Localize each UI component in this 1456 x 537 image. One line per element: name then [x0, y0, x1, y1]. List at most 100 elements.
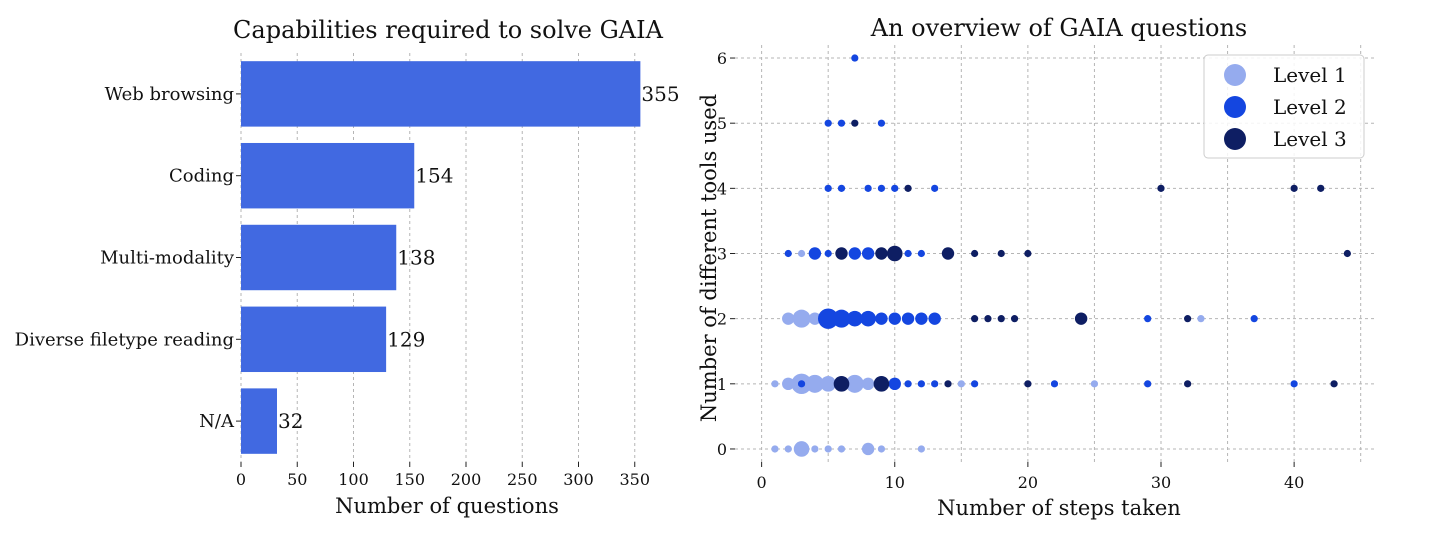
- bar-category-label-coding: Coding: [169, 166, 234, 187]
- scatter-point-level-2-x5-y5: [824, 119, 832, 127]
- bar-x-tick-label-0: 0: [236, 470, 246, 489]
- scatter-x-tick-label-10: 10: [885, 473, 905, 492]
- scatter-point-level-2-x6-y4: [837, 184, 846, 192]
- scatter-point-level-1-x4-y1: [805, 374, 824, 393]
- scatter-chart-x-ticks: 0 10 20 30 40: [757, 462, 1304, 492]
- scatter-point-level-3-x16-y3: [971, 249, 979, 258]
- scatter-point-level-2-x13-y1: [931, 380, 939, 388]
- scatter-point-level-1-x8-y1: [861, 377, 875, 391]
- scatter-point-level-3-x42-y4: [1317, 184, 1325, 192]
- scatter-point-level-1-x3-y2: [792, 309, 811, 328]
- bar-value-label-web-browsing: 355: [641, 82, 679, 106]
- scatter-point-level-1-x6-y0: [837, 445, 846, 453]
- gaia-overview-scatter-chart: An overview of GAIA questions 0 1 2 3 4 5 6 0 1…: [697, 14, 1374, 520]
- bar-value-label-coding: 154: [415, 164, 453, 188]
- scatter-y-tick-label-5: 5: [717, 114, 727, 133]
- bar-x-tick-label-350: 350: [619, 470, 650, 489]
- bar-x-tick-label-50: 50: [287, 470, 307, 489]
- scatter-point-level-2-x37-y2: [1250, 315, 1258, 323]
- scatter-chart-y-ticks: 0 1 2 3 4 5 6: [717, 49, 735, 459]
- scatter-point-level-3-x43-y1: [1330, 380, 1338, 388]
- scatter-point-level-3-x9-y1: [873, 376, 890, 392]
- bar-chart-x-axis-label: Number of questions: [335, 494, 559, 518]
- scatter-point-level-1-x33-y2: [1197, 315, 1205, 323]
- scatter-point-level-2-x11-y1: [904, 380, 912, 388]
- legend-marker-level-3: [1224, 128, 1246, 150]
- scatter-point-level-2-x8-y2: [860, 310, 876, 327]
- scatter-point-level-2-x3-y1: [797, 380, 806, 388]
- scatter-point-level-2-x5-y2: [817, 308, 839, 329]
- scatter-y-tick-label-0: 0: [717, 440, 727, 459]
- scatter-point-level-1-x2-y1: [782, 377, 795, 391]
- scatter-point-level-1-x8-y0: [861, 442, 875, 456]
- bar-category-label-web-browsing: Web browsing: [105, 84, 234, 105]
- scatter-y-tick-label-1: 1: [717, 375, 727, 394]
- scatter-point-level-3-x19-y2: [1010, 315, 1019, 323]
- scatter-point-level-3-x14-y1: [944, 380, 952, 388]
- bar-coding: [241, 142, 415, 209]
- scatter-point-level-2-x13-y4: [931, 184, 939, 192]
- scatter-point-level-2-x12-y3: [917, 249, 925, 258]
- scatter-point-level-2-x12-y1: [917, 380, 925, 388]
- scatter-point-level-2-x10-y4: [891, 184, 899, 192]
- scatter-point-level-1-x4-y2: [808, 312, 822, 325]
- bar-chart-value-labels: 355 154 138 129 32: [278, 82, 680, 433]
- scatter-point-level-2-x8-y3: [861, 247, 875, 260]
- scatter-y-tick-label-3: 3: [717, 245, 727, 264]
- scatter-point-level-2-x8-y4: [864, 184, 872, 192]
- scatter-x-tick-label-40: 40: [1284, 473, 1304, 492]
- scatter-point-level-3-x30-y4: [1157, 184, 1165, 192]
- scatter-point-level-3-x10-y3: [886, 245, 903, 262]
- scatter-series-level-3: [833, 119, 1351, 392]
- scatter-series-level-1: [771, 249, 1205, 457]
- bar-x-tick-label-100: 100: [338, 470, 369, 489]
- scatter-point-level-1-x2-y2: [782, 312, 795, 325]
- scatter-point-level-2-x7-y6: [851, 54, 859, 62]
- scatter-point-level-2-x29-y2: [1144, 315, 1152, 323]
- bar-chart-x-ticks: 0 50 100 150 200 250 300 350: [236, 462, 650, 489]
- bar-x-tick-label-200: 200: [451, 470, 482, 489]
- bar-category-label-multi-modality: Multi-modality: [100, 248, 235, 269]
- scatter-point-level-3-x11-y4: [904, 184, 912, 192]
- scatter-point-level-3-x24-y2: [1074, 312, 1088, 325]
- scatter-point-level-1-x4-y0: [811, 445, 819, 453]
- scatter-point-level-3-x6-y1: [833, 376, 850, 392]
- scatter-point-level-1-x25-y1: [1090, 380, 1099, 388]
- scatter-point-level-2-x4-y3: [808, 247, 822, 260]
- bar-chart-bars: [241, 61, 641, 454]
- scatter-point-level-2-x5-y3: [824, 249, 832, 258]
- scatter-point-level-2-x7-y2: [847, 310, 863, 327]
- bar-web-browsing: [241, 61, 641, 127]
- scatter-point-level-1-x3-y0: [793, 441, 810, 457]
- scatter-point-level-2-x22-y1: [1050, 380, 1059, 388]
- bar-chart-category-labels: Web browsing Coding Multi-modality Diverse …: [15, 84, 241, 432]
- scatter-point-level-3-x9-y3: [875, 247, 888, 260]
- scatter-point-level-3-x32-y1: [1184, 380, 1192, 388]
- legend-label-level-2: Level 2: [1273, 95, 1347, 119]
- legend-label-level-1: Level 1: [1273, 63, 1347, 87]
- scatter-point-level-2-x2-y3: [784, 249, 792, 258]
- bar-diverse-filetype-reading: [241, 306, 387, 373]
- scatter-point-level-2-x29-y1: [1144, 380, 1152, 388]
- scatter-chart-points: [771, 54, 1351, 457]
- scatter-point-level-1-x2-y0: [784, 445, 792, 453]
- scatter-point-level-2-x5-y4: [824, 184, 832, 192]
- scatter-point-level-2-x11-y2: [901, 312, 915, 325]
- scatter-y-tick-label-2: 2: [717, 310, 727, 329]
- bar-multi-modality: [241, 224, 397, 291]
- bar-category-label-diverse-filetype-reading: Diverse filetype reading: [15, 329, 234, 350]
- scatter-point-level-1-x1-y1: [771, 380, 779, 388]
- bar-x-tick-label-300: 300: [563, 470, 594, 489]
- scatter-chart-x-axis-label: Number of steps taken: [937, 496, 1181, 520]
- scatter-x-tick-label-0: 0: [757, 473, 767, 492]
- scatter-point-level-2-x6-y5: [837, 119, 846, 127]
- scatter-chart-legend: Level 1 Level 2 Level 3: [1203, 54, 1365, 159]
- capabilities-bar-chart: Capabilities required to solve GAIA Web …: [15, 16, 680, 518]
- bar-x-tick-label-150: 150: [394, 470, 425, 489]
- scatter-point-level-3-x17-y2: [984, 315, 992, 323]
- scatter-x-tick-label-20: 20: [1018, 473, 1038, 492]
- scatter-point-level-3-x18-y2: [997, 315, 1005, 323]
- scatter-point-level-2-x11-y3: [904, 249, 912, 258]
- scatter-y-tick-label-6: 6: [717, 49, 727, 68]
